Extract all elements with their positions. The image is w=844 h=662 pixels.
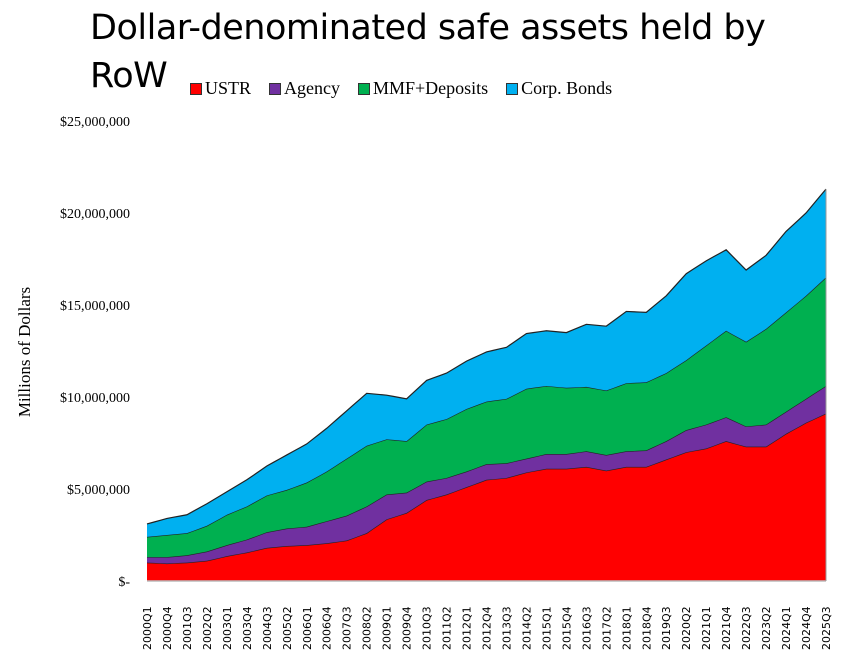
legend: USTR Agency MMF+Deposits Corp. Bonds	[190, 78, 612, 99]
x-tick-label: 2021Q1	[700, 606, 713, 650]
legend-swatch-ustr	[190, 82, 202, 95]
x-tick-label: 2017Q2	[600, 606, 613, 650]
legend-item-agency: Agency	[269, 78, 340, 99]
legend-label: Agency	[284, 78, 340, 98]
x-tick-label: 2013Q3	[501, 606, 514, 650]
area-ustr	[147, 413, 826, 581]
x-tick-label: 2025Q3	[820, 606, 833, 650]
x-tick-label: 2024Q1	[780, 606, 793, 650]
x-tick-label: 2000Q1	[141, 606, 154, 650]
legend-item-ustr: USTR	[190, 78, 251, 99]
legend-swatch-mmf	[358, 82, 370, 95]
x-tick-label: 2015Q4	[560, 606, 573, 650]
x-tick-label: 2005Q2	[281, 606, 294, 650]
legend-item-mmf: MMF+Deposits	[358, 78, 488, 99]
x-tick-label: 2008Q2	[361, 606, 374, 650]
legend-label: Corp. Bonds	[521, 78, 613, 98]
x-tick-label: 2003Q1	[221, 606, 234, 650]
x-tick-label: 2006Q1	[301, 606, 314, 650]
x-tick-label: 2024Q4	[800, 606, 813, 650]
legend-swatch-corp	[506, 82, 519, 95]
x-tick-label: 2016Q3	[580, 606, 593, 650]
y-tick-label: $15,000,000	[60, 299, 130, 314]
legend-item-corp: Corp. Bonds	[506, 78, 612, 99]
area-mmf-deposits	[147, 277, 826, 558]
x-tick-label: 2000Q4	[161, 606, 174, 650]
x-tick-label: 2011Q2	[441, 606, 454, 650]
x-tick-label: 2018Q1	[620, 606, 633, 650]
x-tick-label: 2012Q1	[461, 606, 474, 650]
x-tick-label: 2015Q1	[540, 606, 553, 650]
x-tick-label: 2002Q2	[201, 606, 214, 650]
y-tick-label: $25,000,000	[60, 115, 130, 130]
x-tick-label: 2018Q4	[640, 606, 653, 650]
y-tick-label: $5,000,000	[67, 483, 130, 498]
x-tick-label: 2022Q3	[740, 606, 753, 650]
x-tick-label: 2014Q2	[520, 606, 533, 650]
y-axis-label: Millions of Dollars	[15, 287, 34, 417]
x-tick-label: 2009Q1	[381, 606, 394, 650]
x-tick-label: 2012Q4	[481, 606, 494, 650]
area-agency	[147, 385, 826, 564]
x-tick-label: 2006Q4	[321, 606, 334, 650]
x-tick-label: 2003Q4	[241, 606, 254, 650]
y-tick-label: $20,000,000	[60, 207, 130, 222]
chart-title: Dollar-denominated safe assets held by R…	[90, 8, 766, 96]
area-corp-bonds	[147, 189, 826, 537]
y-tick-label: $10,000,000	[60, 391, 130, 406]
x-tick-label: 2021Q4	[720, 606, 733, 650]
y-tick-label: $-	[118, 575, 130, 590]
x-tick-label: 2019Q3	[660, 606, 673, 650]
legend-swatch-agency	[269, 82, 282, 95]
x-tick-label: 2001Q3	[181, 606, 194, 650]
x-tick-label: 2009Q4	[401, 606, 414, 650]
x-tick-label: 2010Q3	[421, 606, 434, 650]
series-line-corp-bonds	[146, 188, 827, 525]
legend-label: USTR	[205, 78, 252, 98]
x-tick-label: 2007Q3	[341, 606, 354, 650]
x-tick-label: 2020Q2	[680, 606, 693, 650]
x-tick-label: 2004Q3	[261, 606, 274, 650]
x-tick-label: 2023Q2	[760, 606, 773, 650]
legend-label: MMF+Deposits	[373, 78, 489, 98]
